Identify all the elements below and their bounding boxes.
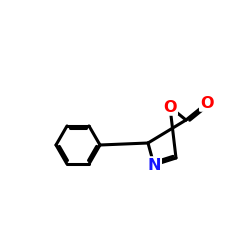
Text: O: O [163,100,177,114]
Text: N: N [147,158,161,172]
Text: O: O [200,96,214,110]
